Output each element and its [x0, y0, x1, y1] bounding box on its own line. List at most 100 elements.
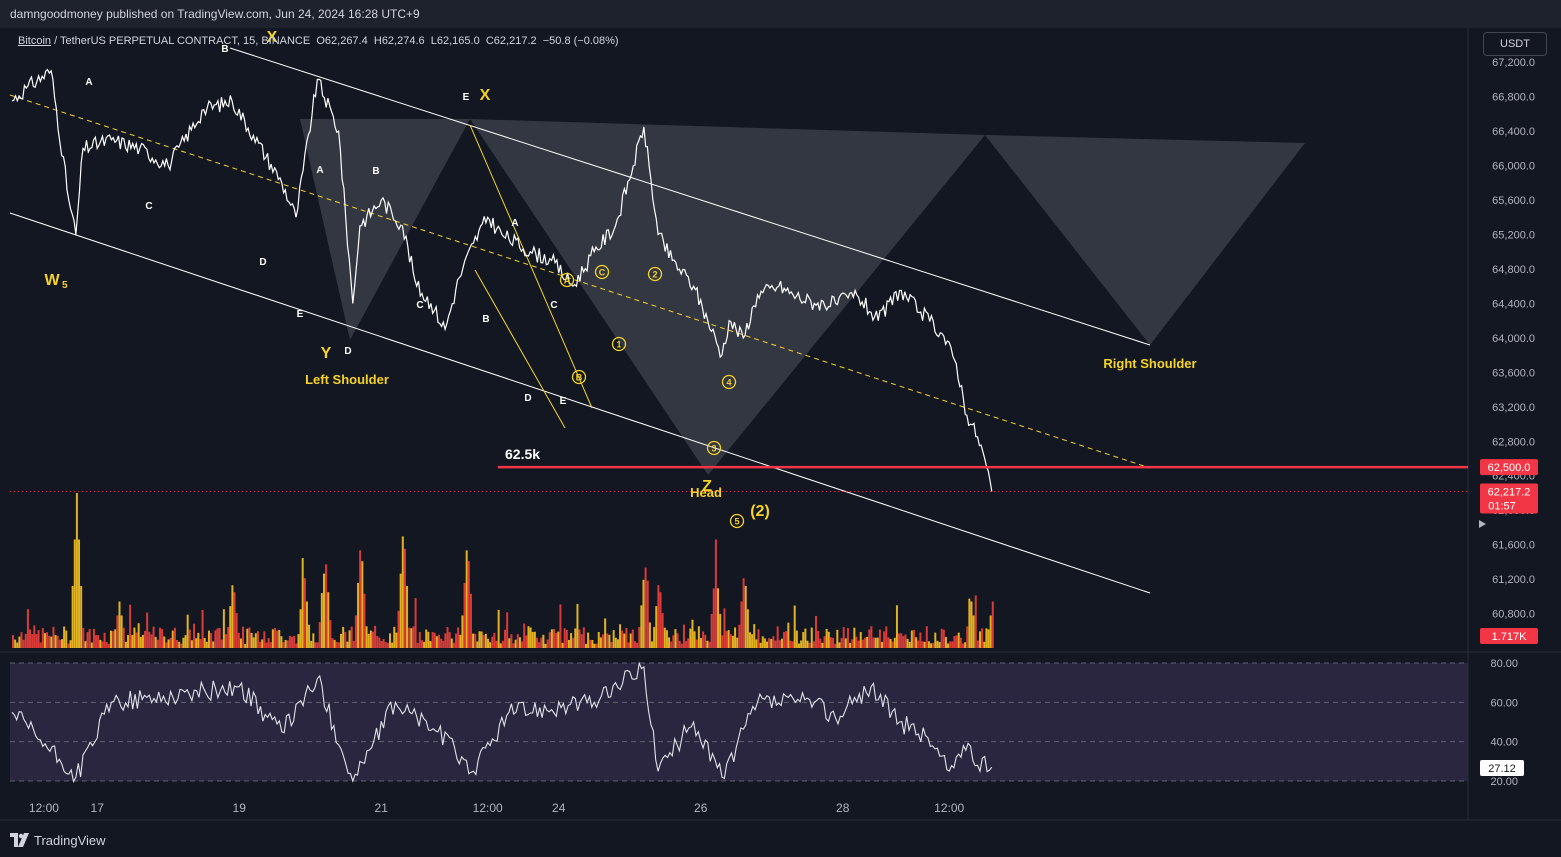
volume-bar	[702, 631, 705, 648]
volume-bar	[561, 642, 564, 648]
volume-bar	[216, 628, 219, 648]
time-tick-label: 21	[375, 801, 389, 815]
volume-bar	[970, 601, 973, 648]
wave-x-label: X	[267, 29, 278, 46]
price-tick-label: 63,200.0	[1492, 402, 1535, 414]
volume-bar	[52, 626, 55, 648]
volume-bar	[757, 629, 760, 648]
volume-bar	[574, 628, 577, 648]
volume-bar	[60, 639, 63, 648]
volume-bar	[898, 633, 901, 648]
volume-bar	[940, 628, 943, 648]
resistance-price-tag-label: 62,500.0	[1488, 462, 1531, 474]
volume-bar	[318, 622, 321, 648]
volume-bar	[469, 593, 472, 648]
volume-bar	[71, 586, 74, 648]
volume-bar	[371, 631, 374, 648]
currency-button[interactable]: USDT	[1483, 32, 1547, 56]
volume-bar	[959, 637, 962, 648]
wave-sub-label: C	[550, 300, 557, 311]
circled-wave-marker	[721, 374, 737, 390]
price-chart[interactable]: 67,200.0 66,800.0 66,400.0 66,000.0 65,600.0…	[0, 28, 1561, 857]
volume-bar	[721, 635, 724, 648]
volume-bar	[440, 638, 443, 648]
volume-bar	[930, 643, 933, 648]
volume-bar	[587, 632, 590, 648]
volume-bar	[567, 639, 570, 648]
volume-bar	[851, 639, 854, 648]
volume-bar	[627, 642, 630, 648]
volume-bar	[446, 626, 449, 648]
volume-bar	[868, 629, 871, 648]
volume-bar	[670, 641, 673, 648]
volume-bar	[97, 635, 100, 648]
volume-bar	[408, 627, 411, 648]
volume-bar	[966, 626, 969, 648]
volume-bar	[158, 627, 161, 648]
volume-bar	[16, 642, 19, 648]
volume-bar	[480, 631, 483, 648]
volume-bar	[112, 631, 115, 648]
symbol-name[interactable]: Bitcoin	[18, 35, 52, 47]
volume-bar	[252, 637, 255, 648]
volume-bar	[429, 641, 432, 648]
volume-bar	[812, 641, 815, 648]
volume-bar	[420, 640, 423, 648]
tradingview-brand[interactable]: TradingView	[10, 830, 106, 850]
volume-bar	[748, 632, 751, 648]
volume-bar	[516, 634, 519, 648]
volume-bar	[382, 639, 385, 648]
volume-bar	[521, 641, 524, 648]
volume-bar	[512, 643, 515, 648]
volume-bar	[766, 641, 769, 648]
time-tick-label: 12:00	[473, 801, 503, 815]
volume-bar	[976, 640, 979, 648]
time-tick-label: 12:00	[934, 801, 964, 815]
chart-frame[interactable]: 67,200.0 66,800.0 66,400.0 66,000.0 65,600.0…	[0, 28, 1561, 857]
volume-bar	[291, 636, 294, 648]
volume-bar	[273, 627, 276, 648]
volume-tag	[1480, 628, 1538, 644]
volume-bar	[578, 629, 581, 648]
volume-bar	[82, 627, 85, 648]
volume-bar	[118, 601, 121, 648]
volume-bar	[389, 633, 392, 648]
circled-wave-marker	[647, 266, 663, 282]
volume-bar	[423, 641, 426, 648]
volume-bar	[39, 642, 42, 648]
wave-2-label: (2)	[750, 503, 770, 520]
volume-bar	[133, 627, 136, 648]
volume-bar	[768, 638, 771, 648]
volume-bar	[88, 629, 91, 648]
volume-bar	[54, 635, 57, 648]
volume-bar	[789, 640, 792, 648]
volume-bar	[597, 631, 600, 648]
volume-bar	[222, 609, 225, 648]
volume-bar	[912, 629, 915, 648]
symbol-legend: Bitcoin / TetherUS PERPETUAL CONTRACT, 1…	[18, 35, 619, 47]
circled-wave-marker	[706, 440, 722, 456]
volume-bar	[608, 634, 611, 648]
volume-bar	[92, 629, 95, 648]
volume-bar	[804, 628, 807, 648]
volume-bar	[348, 630, 351, 648]
volume-bar	[161, 629, 164, 648]
volume-bar	[616, 639, 619, 648]
volume-bar	[65, 630, 68, 648]
volume-bar	[636, 642, 639, 648]
volume-bar	[220, 639, 223, 648]
volume-bar	[472, 633, 475, 648]
right-shoulder-label: Right Shoulder	[1103, 356, 1196, 371]
volume-bar	[141, 634, 144, 648]
time-tick-label: 17	[91, 801, 105, 815]
volume-bar	[538, 642, 541, 648]
volume-bar	[499, 643, 502, 648]
volume-bar	[327, 592, 330, 648]
volume-bar	[299, 609, 302, 648]
scroll-arrow-icon[interactable]	[1479, 520, 1486, 528]
volume-bar	[43, 633, 46, 648]
volume-bar	[46, 632, 49, 648]
volume-bar	[651, 641, 653, 648]
volume-bar	[842, 627, 845, 648]
volume-bar	[229, 606, 232, 648]
